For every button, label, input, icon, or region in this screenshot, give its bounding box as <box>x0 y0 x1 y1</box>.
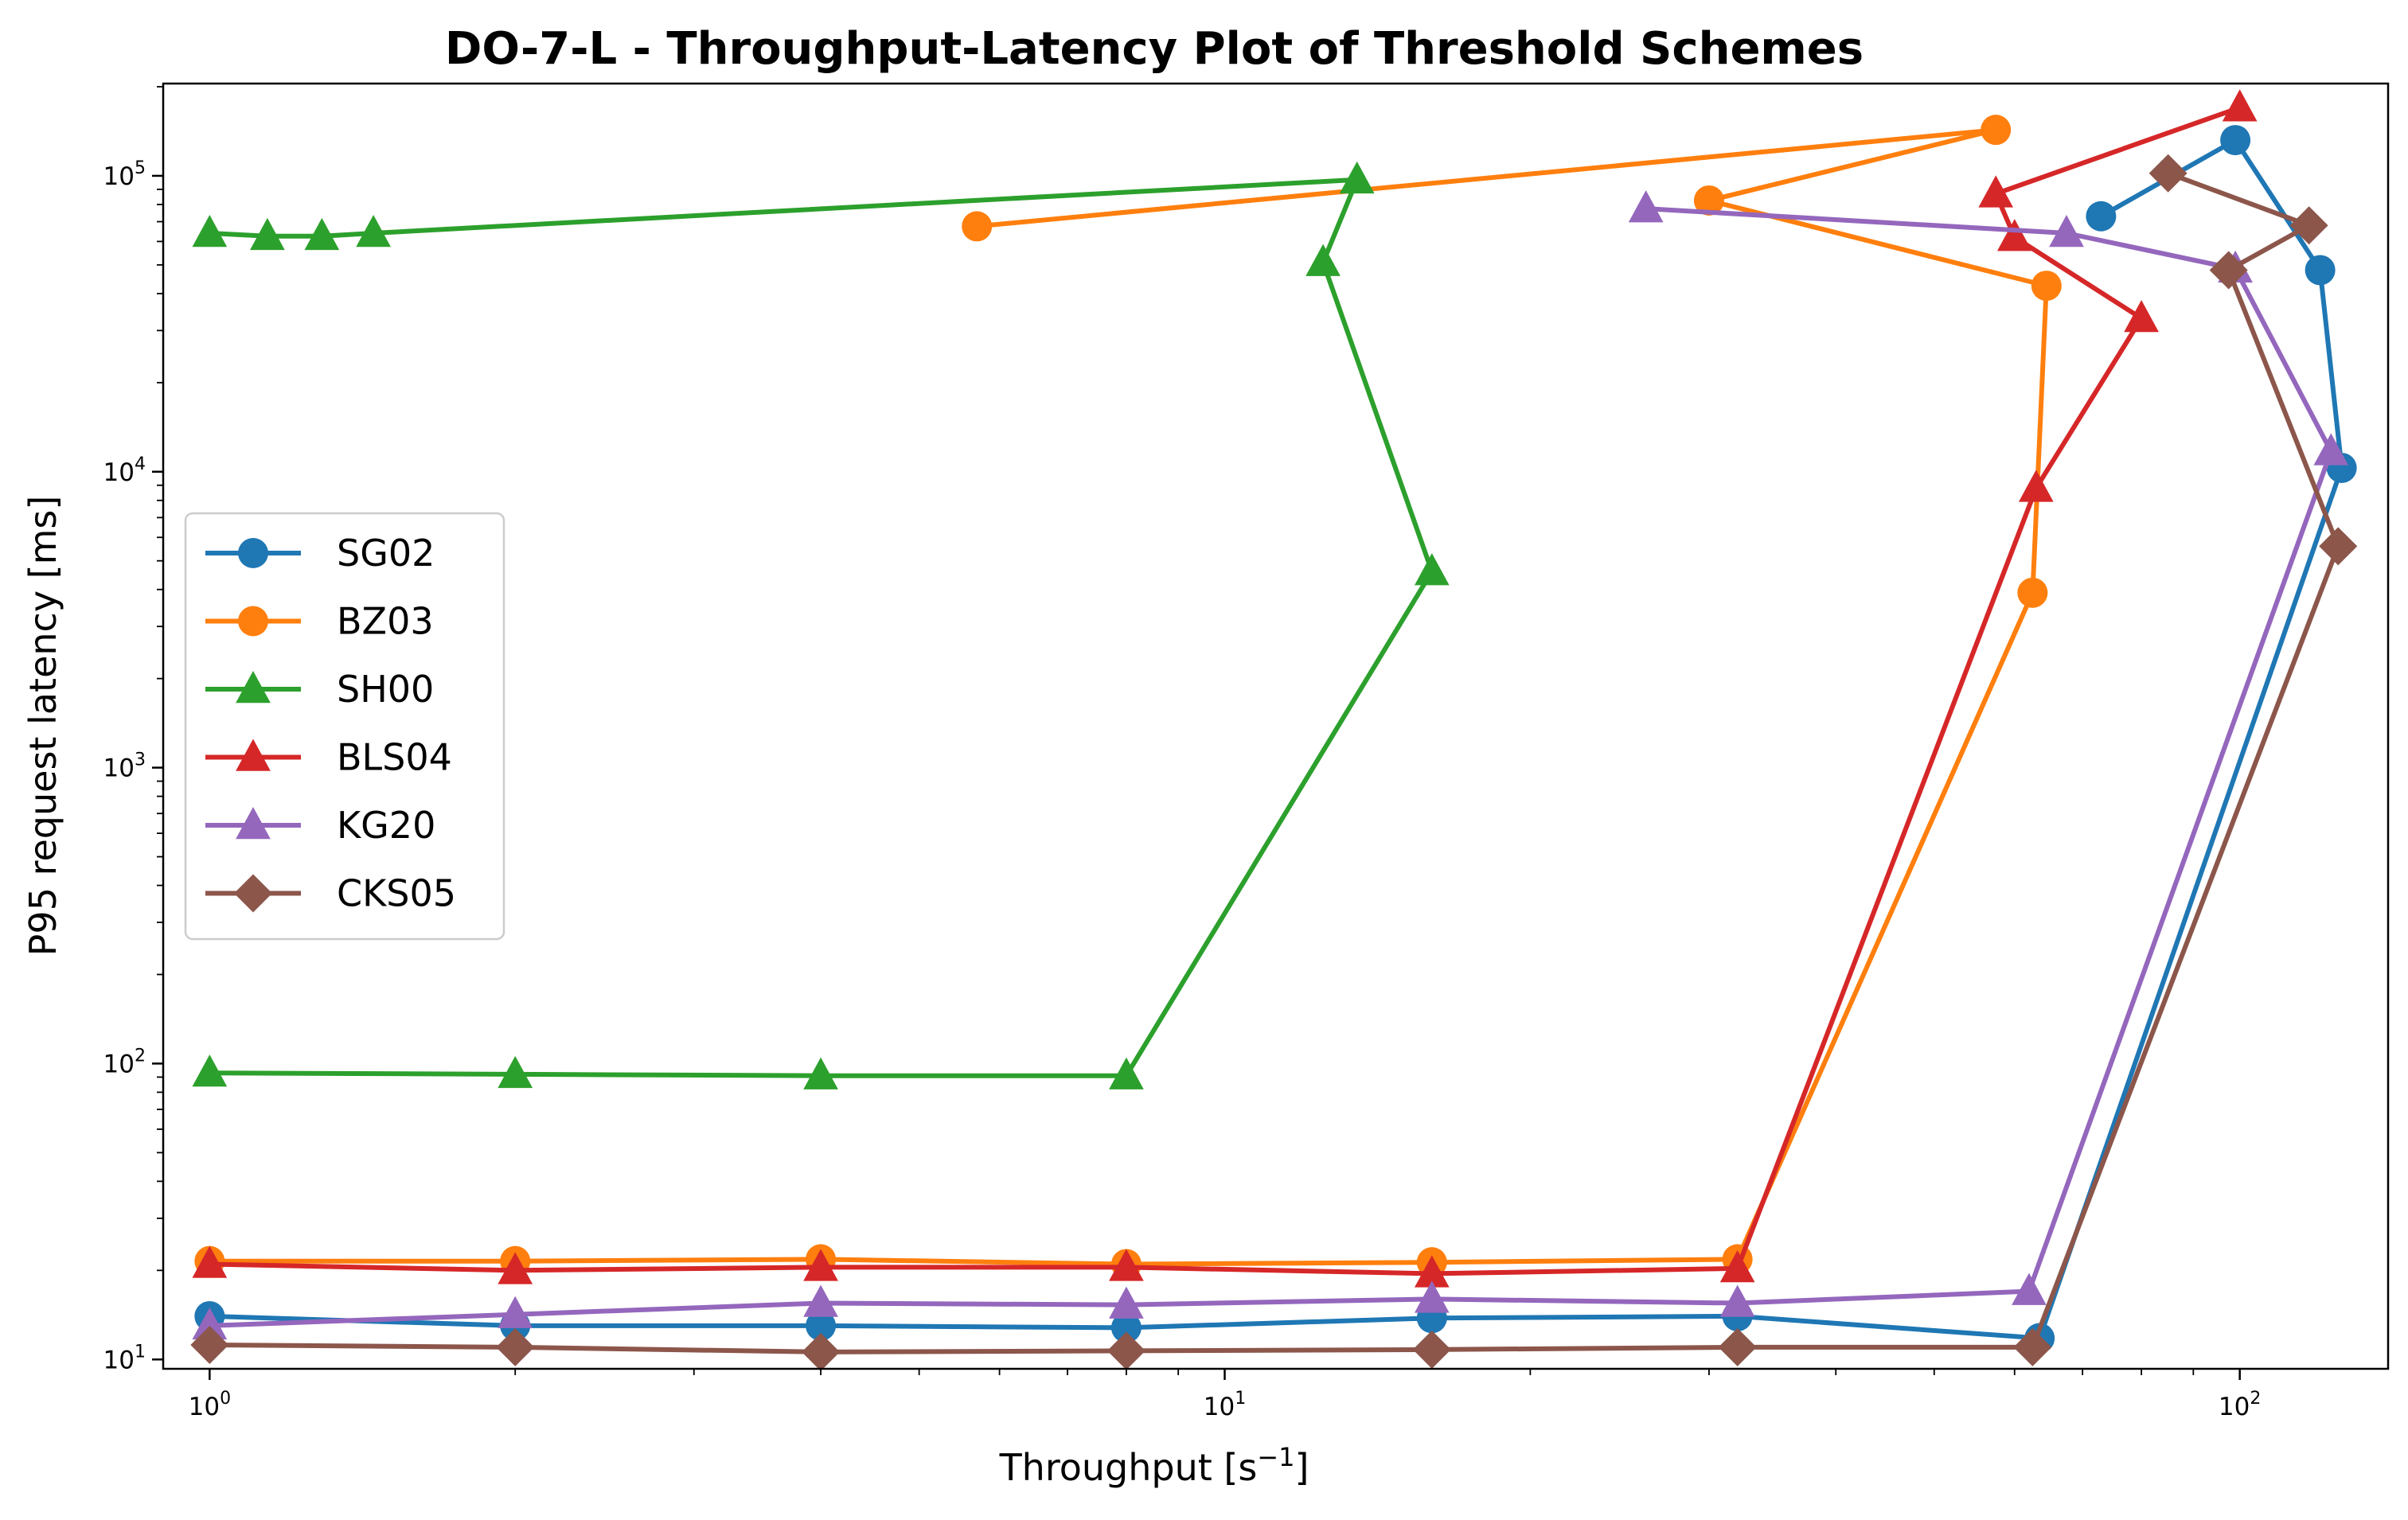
data-point-kg20 <box>192 1307 228 1340</box>
y-tick-label: 102 <box>103 1046 146 1078</box>
data-point-bls04 <box>1109 1249 1144 1281</box>
data-point-kg20 <box>1414 1280 1450 1313</box>
data-point-bz03 <box>1693 185 1724 216</box>
legend-marker-bls04 <box>236 739 271 771</box>
data-point-kg20 <box>2012 1273 2047 1305</box>
y-tick-label: 103 <box>103 750 146 783</box>
data-point-kg20 <box>1719 1284 1755 1317</box>
series-sg02 <box>194 125 2357 1354</box>
data-point-sh00 <box>192 214 228 247</box>
data-point-sg02 <box>2305 255 2336 286</box>
legend-item-bz03: BZ03 <box>205 600 434 643</box>
y-tick-label: 104 <box>103 454 146 487</box>
y-axis-label: P95 request latency [ms] <box>21 496 64 957</box>
data-point-sh00 <box>304 217 340 251</box>
data-point-sh00 <box>1305 244 1341 276</box>
series-line-sg02 <box>207 138 2344 1341</box>
x-axis-label: Throughput [s−1] <box>999 1442 1309 1489</box>
legend-label: SH00 <box>337 668 434 711</box>
data-point-cks05 <box>1412 1330 1451 1369</box>
data-point-sh00 <box>192 1054 228 1087</box>
data-point-sh00 <box>356 214 391 247</box>
legend-label: CKS05 <box>337 872 456 915</box>
data-point-cks05 <box>1718 1327 1757 1366</box>
legend-item-cks05: CKS05 <box>205 872 456 915</box>
data-point-sh00 <box>250 217 285 251</box>
chart-title: DO-7-L - Throughput-Latency Plot of Thre… <box>445 23 1864 75</box>
data-point-bls04 <box>2222 89 2258 122</box>
data-point-sg02 <box>1110 1312 1142 1343</box>
x-tick-label: 102 <box>2219 1389 2261 1421</box>
data-point-cks05 <box>2148 154 2187 193</box>
legend-marker-kg20 <box>236 807 271 840</box>
data-point-bz03 <box>2017 577 2048 608</box>
data-point-bls04 <box>192 1245 228 1278</box>
x-tick-label: 100 <box>189 1389 231 1421</box>
legend: SG02 BZ03 SH00 BLS04 KG20 CKS05 <box>184 512 505 941</box>
series-kg20 <box>192 190 2349 1340</box>
plot-area <box>190 89 2358 1371</box>
series-bls04 <box>192 89 2258 1288</box>
data-point-cks05 <box>496 1327 535 1366</box>
legend-item-kg20: KG20 <box>205 804 435 847</box>
data-point-bz03 <box>2031 271 2062 302</box>
data-point-bz03 <box>1981 115 2012 146</box>
data-point-bls04 <box>1719 1249 1755 1283</box>
data-point-cks05 <box>190 1325 229 1364</box>
series-line-kg20 <box>207 206 2334 1328</box>
data-point-sh00 <box>1109 1057 1144 1089</box>
data-point-cks05 <box>2319 527 2358 566</box>
plot-frame <box>162 82 2390 1370</box>
legend-label: KG20 <box>337 804 435 847</box>
data-point-bls04 <box>2018 470 2054 502</box>
data-point-kg20 <box>803 1284 838 1317</box>
y-tick-label: 105 <box>103 158 146 191</box>
series-line-bls04 <box>207 105 2242 1276</box>
legend-label: SG02 <box>337 532 435 575</box>
data-point-cks05 <box>2013 1327 2052 1366</box>
data-point-sh00 <box>1339 161 1375 194</box>
x-tick-label: 101 <box>1204 1389 1246 1421</box>
data-point-sg02 <box>806 1310 837 1341</box>
legend-label: BLS04 <box>337 736 452 779</box>
data-point-kg20 <box>2049 214 2084 247</box>
data-point-cks05 <box>2289 206 2328 245</box>
legend-marker-cks05 <box>234 874 272 913</box>
legend-label: BZ03 <box>337 600 434 643</box>
data-point-bls04 <box>498 1252 533 1284</box>
data-point-cks05 <box>802 1332 841 1371</box>
data-point-bz03 <box>962 211 993 242</box>
data-point-bls04 <box>2124 299 2159 333</box>
series-sh00 <box>192 161 1450 1089</box>
data-point-kg20 <box>1109 1286 1144 1319</box>
data-point-sg02 <box>2220 125 2251 156</box>
data-point-bls04 <box>803 1249 838 1281</box>
y-tick-label: 101 <box>103 1342 146 1374</box>
legend-item-sg02: SG02 <box>205 532 435 575</box>
data-point-sh00 <box>1414 553 1450 586</box>
data-point-bls04 <box>1414 1255 1450 1288</box>
data-point-bls04 <box>1978 175 2014 208</box>
data-point-kg20 <box>1628 190 1664 223</box>
data-point-cks05 <box>2209 251 2248 290</box>
series-cks05 <box>190 154 2358 1371</box>
axis-ticks: 100 101 102 101 102 103 104 105 <box>103 86 2261 1421</box>
data-point-sg02 <box>2086 201 2117 232</box>
legend-marker-sh00 <box>236 671 271 703</box>
legend-item-sh00: SH00 <box>205 668 434 711</box>
data-point-sh00 <box>803 1057 838 1089</box>
legend-marker-bz03 <box>238 606 268 637</box>
data-point-kg20 <box>2313 433 2349 466</box>
data-point-cks05 <box>1106 1331 1145 1370</box>
legend-item-bls04: BLS04 <box>205 736 452 779</box>
data-point-bls04 <box>1996 219 2032 251</box>
series-line-cks05 <box>207 170 2341 1354</box>
data-point-sh00 <box>498 1055 533 1089</box>
data-point-kg20 <box>498 1296 533 1328</box>
legend-marker-sg02 <box>238 538 268 568</box>
